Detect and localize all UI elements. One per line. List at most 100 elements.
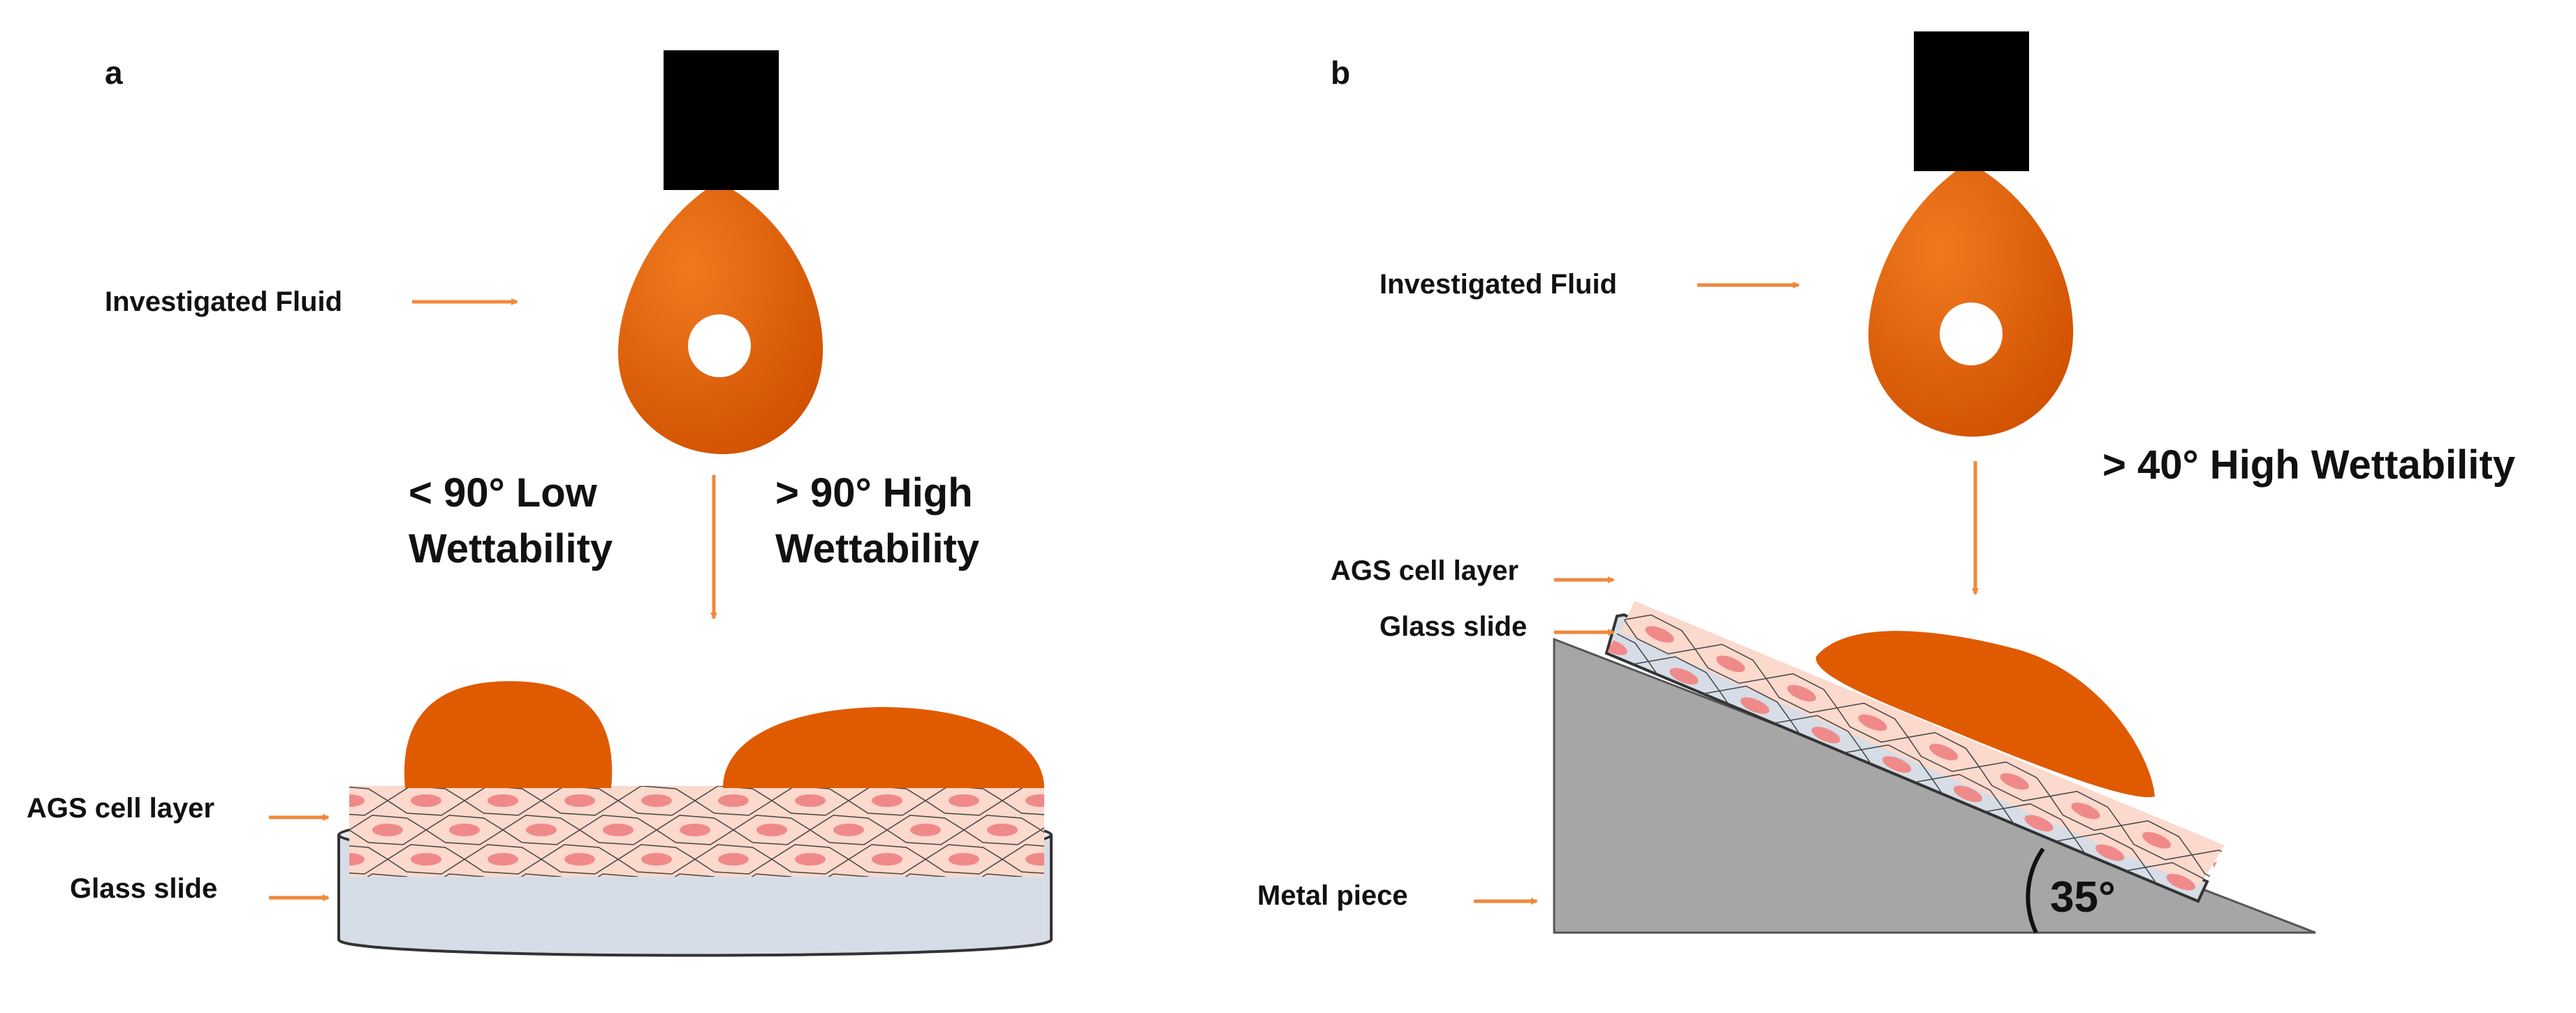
cell-nucleus bbox=[1025, 853, 1044, 866]
drop-inclined bbox=[1815, 631, 2155, 798]
cell-membrane bbox=[1079, 903, 1156, 933]
cell-nucleus bbox=[349, 853, 365, 866]
cell-nucleus bbox=[949, 794, 979, 807]
cell-membrane bbox=[2282, 912, 2364, 969]
cell-nucleus bbox=[2166, 873, 2195, 891]
cell-nucleus bbox=[564, 794, 595, 807]
high-wet-label-b: > 40° High Wettability bbox=[2102, 442, 2515, 488]
fluid-label-a: Investigated Fluid bbox=[105, 286, 342, 317]
cell-membrane bbox=[520, 873, 562, 877]
cell-membrane bbox=[367, 873, 408, 877]
cell-nucleus bbox=[411, 853, 441, 866]
cell-layer-label-a: AGS cell layer bbox=[27, 793, 214, 824]
panel-a-letter: a bbox=[105, 54, 123, 91]
cell-nucleus bbox=[1102, 794, 1133, 807]
cell-nucleus bbox=[795, 794, 826, 807]
high-wet-line1: > 90° High bbox=[775, 470, 973, 516]
cell-nucleus bbox=[1787, 685, 1816, 702]
cell-nucleus bbox=[2213, 954, 2246, 977]
cell-nucleus bbox=[1929, 743, 1959, 761]
cell-nucleus bbox=[564, 853, 595, 866]
panel-a: a Investigated Fluid < 90° Low Wettabili… bbox=[27, 50, 1194, 957]
cell-membrane bbox=[674, 873, 715, 877]
cell-nucleus bbox=[718, 853, 749, 866]
high-wet-line2: Wettability bbox=[775, 526, 979, 571]
cell-nucleus bbox=[2071, 802, 2100, 819]
cell-membrane bbox=[905, 873, 946, 877]
cell-nucleus bbox=[1669, 668, 1699, 685]
cell-nucleus bbox=[1102, 853, 1133, 866]
cell-nucleus bbox=[641, 853, 672, 866]
cell-nucleus bbox=[680, 824, 710, 836]
cell-nucleus bbox=[910, 824, 941, 836]
cell-nucleus bbox=[526, 824, 557, 836]
cell-membrane bbox=[1001, 786, 1044, 815]
angle-label: 35° bbox=[2050, 873, 2116, 921]
cell-nucleus bbox=[1645, 626, 1674, 643]
cell-nucleus bbox=[1572, 593, 1606, 616]
cell-membrane bbox=[1118, 815, 1194, 845]
cell-nucleus bbox=[488, 794, 518, 807]
cell-nucleus bbox=[1064, 824, 1095, 836]
cell-membrane bbox=[981, 873, 1023, 877]
cell-membrane bbox=[828, 873, 869, 877]
cell-nucleus bbox=[718, 794, 749, 807]
cell-nucleus bbox=[2260, 942, 2293, 965]
cell-membrane bbox=[597, 873, 638, 877]
cell-layer-a bbox=[349, 786, 1194, 933]
drop-highlight-b bbox=[1940, 303, 2003, 365]
cell-membrane bbox=[1118, 874, 1194, 903]
cell-nucleus bbox=[833, 824, 864, 836]
glass-slide-label-b: Glass slide bbox=[1380, 611, 1527, 642]
cell-nucleus bbox=[949, 853, 979, 866]
cell-nucleus bbox=[1740, 697, 1770, 714]
cell-nucleus bbox=[1953, 785, 1982, 803]
cell-nucleus bbox=[2284, 984, 2318, 1007]
cell-nucleus bbox=[411, 794, 441, 807]
cell-nucleus bbox=[795, 853, 826, 866]
panel-b-letter: b bbox=[1331, 54, 1350, 91]
cell-nucleus bbox=[872, 853, 902, 866]
low-wet-line1: < 90° Low bbox=[409, 470, 598, 516]
cell-membrane bbox=[2191, 850, 2225, 890]
cell-nucleus bbox=[1716, 655, 1746, 672]
nozzle-b bbox=[1914, 31, 2029, 171]
cell-nucleus bbox=[1025, 794, 1044, 807]
cell-membrane bbox=[2188, 938, 2271, 994]
cell-nucleus bbox=[641, 794, 672, 807]
cell-nucleus bbox=[1858, 714, 1887, 731]
low-wet-line2: Wettability bbox=[409, 526, 613, 571]
panel-b: b Investigated Fluid > 40° High Wettabil… bbox=[1257, 31, 2515, 1010]
cell-nucleus bbox=[756, 824, 787, 836]
cell-nucleus bbox=[488, 853, 518, 866]
cell-nucleus bbox=[349, 794, 365, 807]
metal-label: Metal piece bbox=[1257, 880, 1408, 911]
cell-nucleus bbox=[1141, 882, 1171, 895]
cell-layer-label-b: AGS cell layer bbox=[1331, 555, 1518, 586]
cell-nucleus bbox=[1102, 912, 1133, 924]
cell-membrane bbox=[2259, 967, 2341, 1010]
drop-highlight-a bbox=[688, 314, 751, 377]
drop-low-wettability bbox=[404, 681, 613, 788]
cell-nucleus bbox=[2282, 887, 2315, 910]
fluid-label-b: Investigated Fluid bbox=[1380, 269, 1617, 300]
cell-nucleus bbox=[449, 824, 480, 836]
cell-nucleus bbox=[603, 824, 634, 836]
cell-nucleus bbox=[2095, 844, 2125, 861]
nozzle-a bbox=[664, 50, 779, 190]
cell-nucleus bbox=[2142, 831, 2172, 849]
cell-nucleus bbox=[372, 824, 403, 836]
drop-high-wettability bbox=[723, 707, 1044, 788]
cell-nucleus bbox=[1141, 824, 1171, 836]
cell-nucleus bbox=[2024, 815, 2054, 832]
cell-membrane bbox=[751, 873, 792, 877]
glass-slide-label-a: Glass slide bbox=[70, 873, 217, 904]
cell-membrane bbox=[1079, 845, 1156, 874]
cell-membrane bbox=[444, 873, 485, 877]
cell-nucleus bbox=[2000, 773, 2029, 790]
cell-nucleus bbox=[2213, 861, 2225, 878]
cell-membrane bbox=[1001, 844, 1044, 874]
angle-arc bbox=[2026, 847, 2045, 934]
